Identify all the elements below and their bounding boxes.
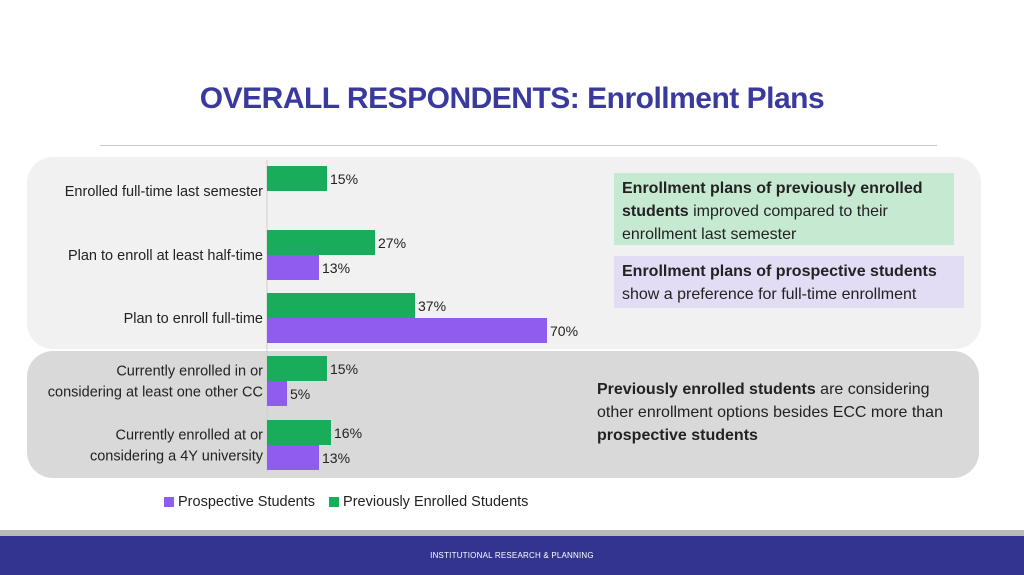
note-plain-mid: are considering other enrollment options… [597, 381, 943, 421]
data-label: 16% [334, 425, 362, 441]
legend-swatch-previous [329, 497, 340, 507]
legend-item-prospective: Prospective Students [164, 494, 315, 510]
bar-prospective [267, 318, 547, 343]
legend-item-previous: Previously Enrolled Students [329, 494, 528, 510]
chart-panel-bottom [27, 351, 979, 478]
bar-prospective [267, 381, 287, 406]
category-label: Currently enrolled in or [116, 364, 263, 380]
title-divider [100, 145, 937, 146]
note-purple-bold: Enrollment plans of prospective students [622, 263, 937, 280]
category-label: considering at least one other CC [48, 385, 263, 401]
bar-previous [267, 230, 375, 255]
legend-label-prospective: Prospective Students [178, 494, 316, 510]
note-other-options: Previously enrolled students are conside… [597, 378, 957, 447]
bar-prospective [267, 445, 319, 470]
bar-previous [267, 166, 327, 191]
footer-strip [0, 530, 1024, 536]
chart-legend: Prospective Students Previously Enrolled… [164, 494, 542, 510]
bar-previous [267, 356, 327, 381]
note-previously-enrolled: Enrollment plans of previously enrolled … [614, 173, 954, 245]
category-label: Plan to enroll at least half-time [68, 248, 263, 264]
data-label: 37% [418, 298, 446, 314]
footer-text: INSTITUTIONAL RESEARCH & PLANNING [430, 551, 594, 560]
note-plain-bold-1: Previously enrolled students [597, 381, 816, 398]
data-label: 27% [378, 235, 406, 251]
data-label: 13% [322, 260, 350, 276]
data-label: 15% [330, 361, 358, 377]
note-green-rest: improved compared to their enrollment la… [622, 203, 888, 243]
page-title: OVERALL RESPONDENTS: Enrollment Plans [199, 82, 825, 115]
data-label: 15% [330, 171, 358, 187]
bar-previous [267, 293, 415, 318]
bar-prospective [267, 255, 319, 280]
category-label: Plan to enroll full-time [124, 311, 263, 327]
category-label: Enrolled full-time last semester [65, 184, 263, 200]
legend-swatch-prospective [164, 497, 174, 507]
data-label: 70% [550, 323, 578, 339]
note-prospective: Enrollment plans of prospective students… [614, 256, 964, 308]
legend-label-previous: Previously Enrolled Students [343, 494, 529, 510]
data-label: 13% [322, 450, 350, 466]
note-green-bold: Enrollment plans of previously enrolled … [622, 180, 923, 220]
note-purple-rest: show a preference for full-time enrollme… [622, 286, 917, 303]
footer-bar [0, 536, 1024, 575]
note-plain-bold-2: prospective students [597, 427, 758, 444]
bar-previous [267, 420, 331, 445]
category-label: considering a 4Y university [90, 449, 264, 465]
data-label: 5% [290, 386, 310, 402]
category-label: Currently enrolled at or [116, 428, 264, 444]
